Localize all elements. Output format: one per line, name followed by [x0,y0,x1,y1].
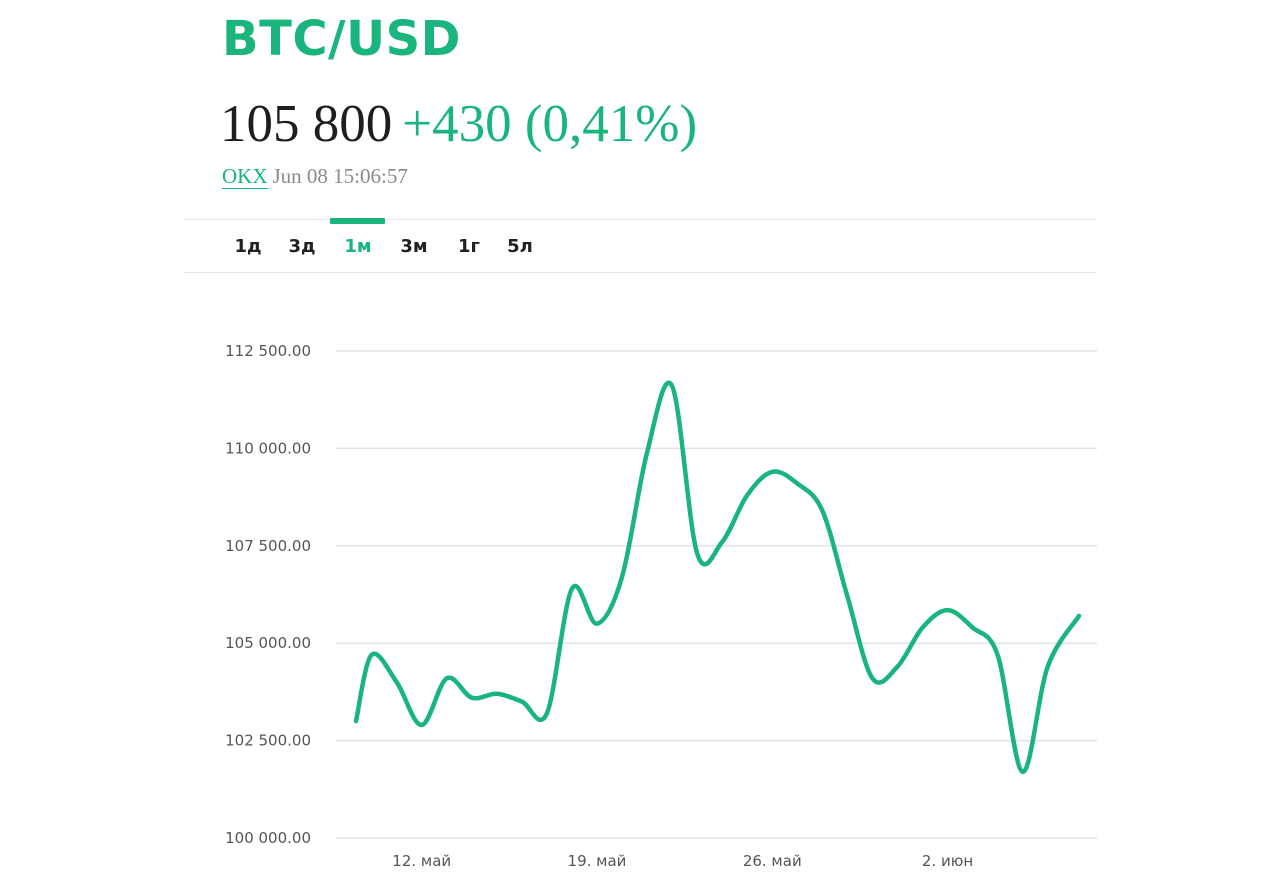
exchange-source-link[interactable]: OKX [222,164,268,189]
y-tick-label: 102 500.00 [225,732,311,750]
tab-3d[interactable]: 3д [288,235,316,257]
chart-grid [336,350,1097,839]
tab-1d[interactable]: 1д [234,235,262,257]
tab-1m[interactable]: 1м [344,235,372,257]
price-line [353,380,1082,775]
price-line-series [353,380,1082,775]
active-tab-indicator [330,218,385,224]
x-tick-label: 12. май [392,852,451,870]
x-tick-label: 2. июн [922,852,973,870]
tab-1y[interactable]: 1г [458,235,480,257]
y-tick-label: 107 500.00 [225,537,311,555]
y-tick-label: 112 500.00 [225,342,311,360]
x-tick-label: 19. май [568,852,627,870]
last-price: 105 800 [220,95,393,153]
y-tick-label: 100 000.00 [225,829,311,847]
quote-meta: OKX Jun 08 15:06:57 [222,163,408,189]
price-change: +430 (0,41%) [402,95,698,153]
x-tick-label: 26. май [743,852,802,870]
period-tabs: 1д 3д 1м 3м 1г 5л [183,218,1097,273]
tab-5y[interactable]: 5л [507,235,533,257]
y-tick-label: 105 000.00 [225,634,311,652]
y-axis: 112 500.00 110 000.00 107 500.00 105 000.00… [225,342,311,847]
quote-row: 105 800 +430 (0,41%) [220,92,697,156]
x-axis: 12. май 19. май 26. май 2. июн [392,852,973,870]
quote-timestamp: Jun 08 15:06:57 [272,164,408,188]
tab-3m[interactable]: 3м [400,235,428,257]
pair-title: BTC/USD [222,11,461,67]
y-tick-label: 110 000.00 [225,439,311,457]
